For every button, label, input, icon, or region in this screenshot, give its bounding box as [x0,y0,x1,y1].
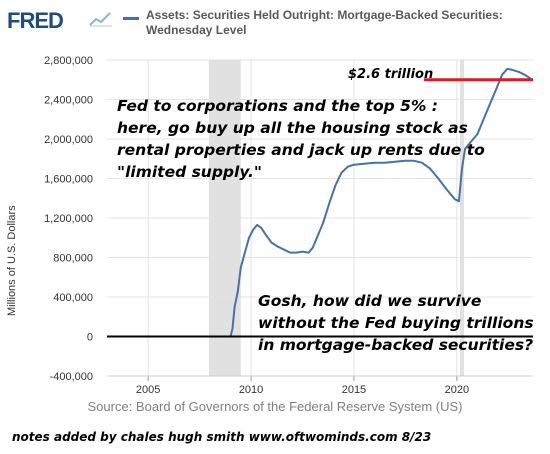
series-point-0-15 [295,251,298,254]
series-point-0-29 [394,160,396,163]
series-point-0-17 [307,251,310,254]
series-point-0-13 [283,248,285,251]
series-point-0-30 [404,159,407,162]
trillion-annotation: $2.6 trillion [348,67,434,82]
y-tick-label-6: 2,000,000 [44,134,93,146]
y-axis-label: Millions of U.S. Dollars [6,205,18,316]
series-point-0-8 [256,224,259,226]
series-line-0 [229,67,532,337]
fred-logo[interactable]: FRED [7,8,64,33]
series-point-0-23 [340,171,343,174]
series-point-0-20 [322,222,324,224]
series-point-0-41 [472,138,475,140]
series-point-0-31 [412,159,415,162]
series-point-0-46 [501,74,503,76]
y-tick-label-7: 2,400,000 [44,95,93,107]
series-point-0-32 [421,161,423,164]
y-tick-label-8: 2,800,000 [44,55,93,67]
legend-swatch [123,17,139,20]
series-point-0-49 [517,71,520,73]
y-tick-label-5: 1,600,000 [44,174,93,186]
series-point-0-10 [265,235,268,237]
annotation-top: Fed to corporations and the top 5% : her… [117,97,485,181]
y-tick-label-4: 1,200,000 [44,213,93,225]
series-point-0-28 [384,161,386,164]
x-tick-label-3: 2020 [445,384,469,396]
series-point-0-42 [476,133,479,135]
x-tick-label-0: 2005 [136,384,160,396]
series-point-0-3 [236,291,239,293]
series-point-0-47 [506,68,509,70]
series-point-0-27 [373,161,376,164]
series-point-0-40 [468,143,471,145]
series-point-0-38 [461,167,463,170]
series-point-0-33 [429,167,431,170]
chart-header: FRED Assets: Securities Held Outright: M… [0,0,550,48]
series-point-0-11 [270,241,273,244]
series-point-0-50 [524,74,526,76]
series-point-0-14 [289,251,292,254]
series-point-0-24 [347,165,349,168]
series-point-0-37 [458,200,460,202]
axes-layer: -400,000 0 400,000 800,000 1,200,000 1,600,00… [44,55,533,396]
y-tick-label-0: -400,000 [50,371,93,383]
reference-lines-layer [107,78,533,338]
y-tick-label-3: 800,000 [53,253,93,265]
series-point-0-9 [260,227,263,229]
series-point-0-7 [252,229,254,231]
series-title: Assets: Securities Held Outright: Mortga… [146,8,546,38]
series-layer [229,67,532,338]
series-point-0-36 [454,198,456,200]
annotation-bottom: Gosh, how did we survive without the Fed… [258,292,534,354]
series-point-0-35 [445,188,448,191]
series-point-0-39 [464,148,466,150]
notes-text: notes added by chales hugh smith www.oft… [12,430,432,444]
series-point-0-43 [482,118,485,121]
series-title-line2: Wednesday Level [146,23,247,37]
series-point-0-1 [231,327,234,330]
series-point-0-34 [437,177,440,180]
series-point-0-45 [495,88,497,91]
x-tick-label-1: 2010 [239,384,263,396]
series-title-line1: Assets: Securities Held Outright: Mortga… [146,8,503,22]
series-point-0-26 [363,162,366,165]
series-point-0-2 [233,306,236,308]
series-point-0-25 [353,163,355,166]
series-point-0-48 [511,69,514,71]
series-point-0-12 [277,245,279,248]
source-text[interactable]: Source: Board of Governors of the Federa… [87,399,463,414]
series-point-0-6 [248,237,250,239]
series-point-0-19 [316,237,318,239]
series-point-0-44 [489,103,491,106]
series-point-0-18 [312,246,314,249]
series-point-0-4 [240,266,242,269]
y-tick-label-1: 0 [87,332,93,344]
series-point-0-22 [334,184,337,187]
series-point-0-21 [328,202,331,204]
series-point-0-5 [244,251,246,254]
fred-logo-chart-icon [88,10,114,28]
x-tick-label-2: 2015 [342,384,366,396]
series-point-0-16 [301,250,304,253]
y-tick-label-2: 400,000 [53,292,93,304]
